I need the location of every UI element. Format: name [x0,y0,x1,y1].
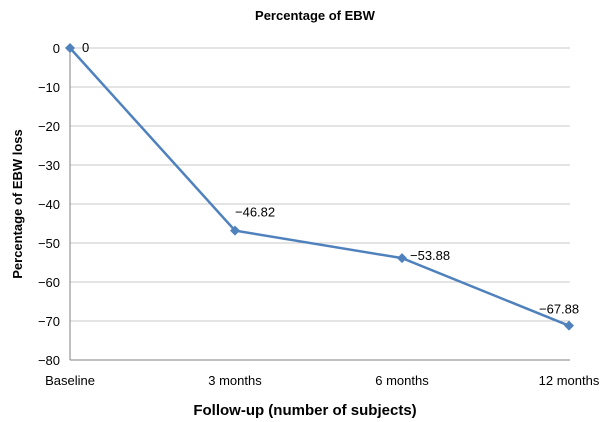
data-label: 0 [82,40,89,55]
x-axis-label: Follow-up (number of subjects) [193,402,416,419]
x-tick-label: 6 months [375,373,429,388]
series-line [69,47,570,327]
gridlines [70,47,570,322]
y-tick-label: −50 [38,236,60,251]
y-tick-label: −20 [38,119,60,134]
y-tick-label: −60 [38,275,60,290]
y-tick-label: 0 [53,41,60,56]
data-label: −46.82 [235,205,275,220]
y-tick-label: −70 [38,314,60,329]
data-labels: 0 −46.82 −53.88 −67.88 [82,40,579,317]
x-tick-label: 12 months [539,373,600,388]
y-axis-label: Percentage of EBW loss [10,129,25,279]
data-point [230,225,240,236]
series-layer [65,43,574,331]
y-tick-label: −80 [38,353,60,368]
data-point [564,320,574,331]
y-tick-label: −40 [38,197,60,212]
y-tick-label: −30 [38,158,60,173]
x-tick-labels: Baseline 3 months 6 months 12 months [45,373,600,388]
y-tick-labels: 0 −10 −20 −30 −40 −50 −60 −70 −80 [38,41,60,368]
chart-title: Percentage of EBW [255,8,376,23]
x-tick-label: Baseline [45,373,95,388]
data-point [65,43,75,53]
x-tick-label: 3 months [208,373,262,388]
data-point [397,253,407,264]
data-label: −67.88 [539,302,579,317]
data-label: −53.88 [410,248,450,263]
y-tick-label: −10 [38,80,60,95]
